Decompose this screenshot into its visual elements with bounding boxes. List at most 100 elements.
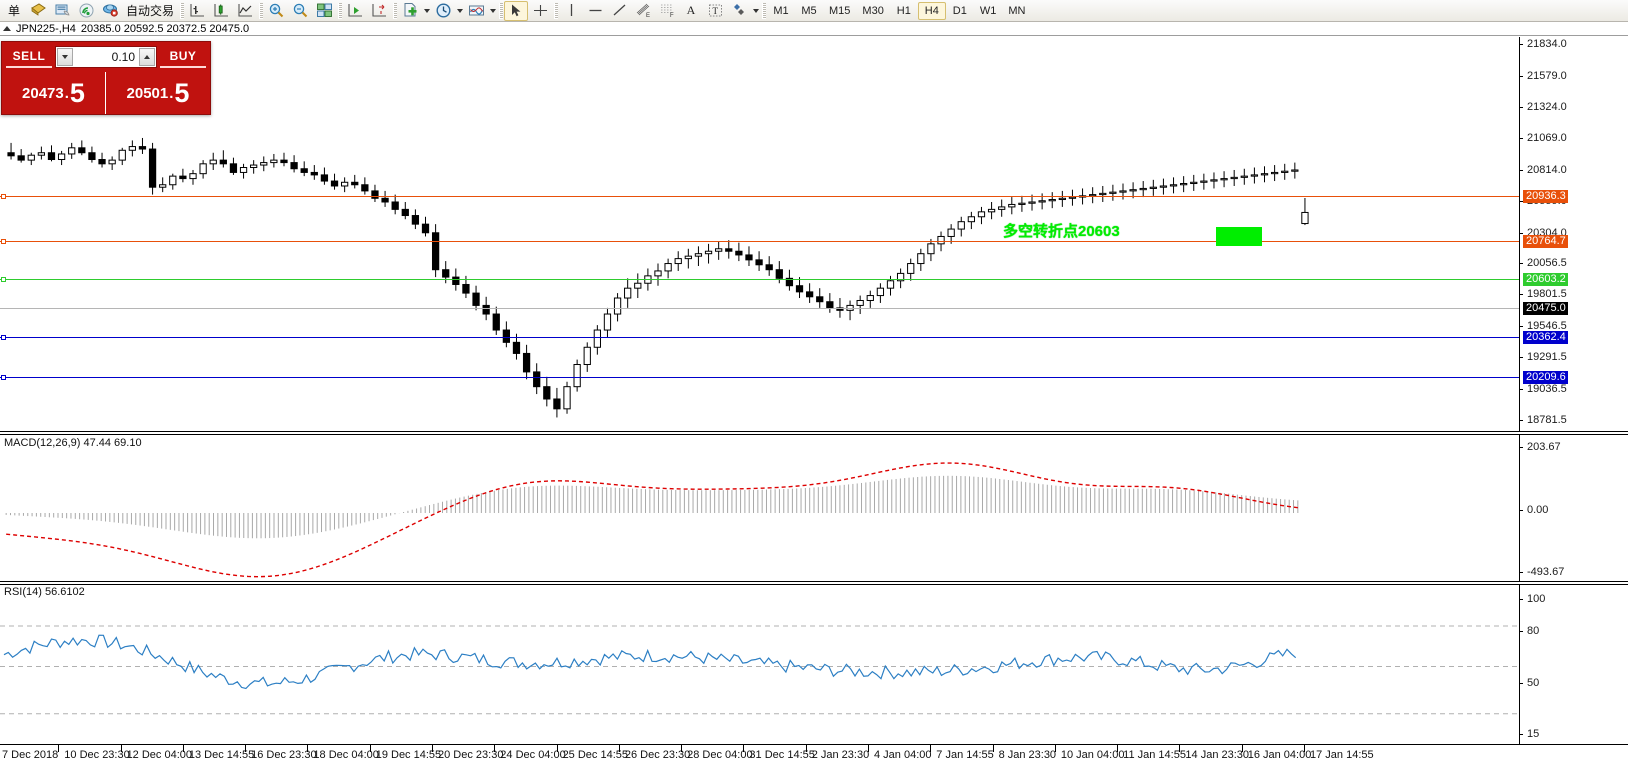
auto-scroll-icon[interactable] (343, 1, 367, 21)
toolbar-separator (552, 2, 559, 20)
text-label-icon[interactable]: A (686, 3, 696, 17)
autotrading-label[interactable]: 自动交易 (126, 4, 175, 18)
price-tick: 19036.5 (1519, 383, 1567, 395)
alerts-icon[interactable] (98, 1, 122, 21)
chevron-down-icon[interactable] (455, 2, 464, 20)
timeframe-m15[interactable]: M15 (829, 4, 851, 17)
indicators-icon[interactable] (464, 1, 488, 21)
timeframe-m5[interactable]: M5 (801, 4, 817, 17)
candlestick-chart-icon[interactable] (209, 1, 233, 21)
svg-text:T: T (712, 6, 718, 16)
rsi-series (0, 625, 1519, 715)
timeframe-h4[interactable]: H4 (917, 1, 946, 20)
sell-price-main: 20473 (22, 84, 64, 102)
chevron-down-icon[interactable] (422, 2, 431, 20)
signals-icon[interactable] (74, 1, 98, 21)
macd-pane[interactable] (0, 435, 1519, 581)
timeframe-clock-icon[interactable] (431, 1, 455, 21)
crosshair-icon[interactable] (528, 1, 552, 21)
bar-chart-icon[interactable] (185, 1, 209, 21)
price-axis[interactable]: 21834.021579.021324.021069.020814.020559… (1519, 37, 1628, 431)
line-chart-icon[interactable] (233, 1, 257, 21)
timeframe-w1[interactable]: W1 (979, 4, 997, 17)
timeframe-h1[interactable]: H1 (896, 4, 911, 17)
mailbox-icon[interactable] (50, 1, 74, 21)
macd-series (5, 462, 1299, 578)
macd-axis-line (1519, 435, 1520, 581)
sell-price-fraction: 5 (69, 77, 85, 108)
sell-price-dot: . (64, 84, 69, 102)
menu-icon[interactable]: 单 (7, 4, 20, 18)
timeframe-mn[interactable]: MN (1008, 4, 1026, 17)
timeframe-d1[interactable]: D1 (952, 4, 967, 17)
chart-annotation[interactable]: 多空转折点20603 (1003, 223, 1120, 240)
price-tag-pivot-20603[interactable]: 20603.2 (1523, 273, 1568, 286)
level-line-pivot-20603[interactable] (0, 277, 1519, 282)
volume-increment-button[interactable] (139, 48, 155, 66)
news-icon[interactable] (26, 1, 50, 21)
price-tick: 21069.0 (1519, 132, 1567, 144)
price-pane[interactable] (0, 37, 1519, 431)
level-handle[interactable] (1, 194, 6, 199)
level-line-resistance-2[interactable] (0, 194, 1519, 199)
rsi-tick: 50 (1519, 677, 1539, 689)
time-tick-mark (868, 745, 869, 752)
timeframe-m1[interactable]: M1 (773, 4, 789, 17)
price-tag-support-2[interactable]: 20209.6 (1523, 371, 1568, 384)
time-tick-mark (1304, 745, 1305, 752)
level-handle[interactable] (1, 239, 6, 244)
horizontal-line-icon[interactable] (583, 1, 607, 21)
text-box-icon[interactable]: T (703, 1, 727, 21)
time-axis[interactable]: 7 Dec 2018 10 Dec 23:30 12 Dec 04:00 13 Dec… (0, 744, 1628, 766)
chart-shift-icon[interactable] (367, 1, 391, 21)
fibonacci-icon[interactable]: F (655, 1, 679, 21)
volume-stepper[interactable]: 0.10 (55, 46, 157, 68)
shapes-icon[interactable] (727, 1, 751, 21)
candlestick-series (7, 137, 1309, 418)
price-tick: 21324.0 (1519, 101, 1567, 113)
price-tag-resistance-2[interactable]: 20936.3 (1523, 190, 1568, 203)
one-click-trading-panel[interactable]: SELL 0.10 BUY 20473 . 5 20501 . 5 (1, 41, 211, 115)
vertical-line-icon[interactable] (559, 1, 583, 21)
time-tick-mark (182, 745, 184, 752)
trendline-icon[interactable] (607, 1, 631, 21)
level-handle[interactable] (1, 375, 6, 380)
zoom-in-icon[interactable] (264, 1, 288, 21)
chevron-down-icon[interactable] (751, 2, 760, 20)
buy-price[interactable]: 20501 . 5 (106, 72, 210, 114)
time-tick-label: 24 Dec 04:00 (500, 749, 566, 761)
symbol-label: JPN225-,H4 (16, 22, 76, 35)
level-line-support-2[interactable] (0, 375, 1519, 380)
volume-value[interactable]: 0.10 (111, 50, 135, 64)
time-tick-label: 7 Jan 14:55 (936, 749, 994, 761)
level-line-current-price[interactable] (0, 308, 1519, 309)
chart-container[interactable]: 21834.021579.021324.021069.020814.020559… (0, 37, 1628, 744)
time-tick-label: 17 Jan 14:55 (1310, 749, 1374, 761)
price-tag-resistance-1[interactable]: 20764.7 (1523, 235, 1568, 248)
time-tick-mark (120, 745, 122, 752)
level-handle[interactable] (1, 335, 6, 340)
time-tick-mark (494, 745, 496, 752)
rsi-axis[interactable]: 100 80 50 15 (1519, 585, 1628, 744)
cursor-icon[interactable] (504, 0, 529, 21)
tile-windows-icon[interactable] (312, 1, 336, 21)
time-tick-mark (1179, 745, 1181, 752)
highlight-box[interactable] (1216, 227, 1262, 246)
zoom-out-icon[interactable] (288, 1, 312, 21)
new-chart-icon[interactable] (398, 1, 422, 21)
sell-price[interactable]: 20473 . 5 (2, 72, 106, 114)
level-line-support-1[interactable] (0, 335, 1519, 340)
collapse-icon[interactable] (3, 26, 11, 31)
level-handle[interactable] (1, 277, 6, 282)
equidistant-channel-icon[interactable]: E (631, 1, 655, 21)
volume-decrement-button[interactable] (57, 48, 73, 66)
sell-button[interactable]: SELL (6, 46, 52, 68)
price-tag-current-price[interactable]: 20475.0 (1523, 302, 1568, 315)
buy-button[interactable]: BUY (160, 46, 206, 68)
macd-axis[interactable]: 203.67 0.00 -493.67 (1519, 435, 1628, 581)
level-line-resistance-1[interactable] (0, 239, 1519, 244)
rsi-pane[interactable] (0, 585, 1519, 744)
timeframe-m30[interactable]: M30 (862, 4, 884, 17)
price-tag-support-1[interactable]: 20362.4 (1523, 331, 1568, 344)
chevron-down-icon[interactable] (488, 2, 497, 20)
